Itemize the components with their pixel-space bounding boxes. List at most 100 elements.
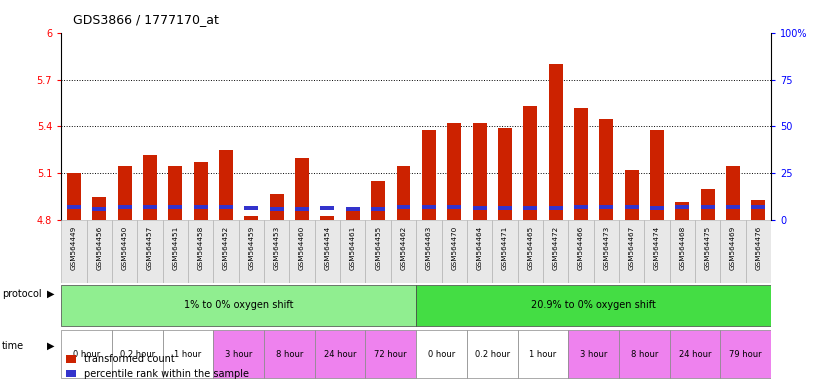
Bar [321,206,335,210]
Text: 20.9% to 0% oxygen shift: 20.9% to 0% oxygen shift [531,300,656,310]
Text: 0.2 hour: 0.2 hour [120,349,155,359]
Bar [523,106,537,220]
Bar [193,162,207,220]
FancyBboxPatch shape [162,330,213,378]
Text: 3 hour: 3 hour [580,349,607,359]
Bar [422,129,436,220]
Text: GSM564468: GSM564468 [680,225,685,270]
Text: GSM564463: GSM564463 [426,225,432,270]
FancyBboxPatch shape [543,220,568,283]
Text: GSM564469: GSM564469 [730,225,736,270]
Bar [244,206,259,210]
FancyBboxPatch shape [61,220,86,283]
Bar [244,215,259,220]
Text: GDS3866 / 1777170_at: GDS3866 / 1777170_at [73,13,220,26]
Text: GSM564472: GSM564472 [552,225,559,270]
FancyBboxPatch shape [61,285,416,326]
Bar [447,123,461,220]
Bar [397,166,410,220]
FancyBboxPatch shape [568,220,593,283]
FancyBboxPatch shape [492,220,517,283]
Bar [625,170,639,220]
Text: 72 hour: 72 hour [375,349,407,359]
Text: GSM564462: GSM564462 [401,225,406,270]
FancyBboxPatch shape [416,285,771,326]
Bar [498,128,512,220]
Bar [726,205,740,209]
Text: 24 hour: 24 hour [679,349,712,359]
Text: 24 hour: 24 hour [324,349,357,359]
FancyBboxPatch shape [467,220,492,283]
FancyBboxPatch shape [61,330,112,378]
FancyBboxPatch shape [619,330,670,378]
Bar [599,205,614,209]
Text: GSM564456: GSM564456 [96,225,102,270]
FancyBboxPatch shape [315,330,366,378]
Bar [574,205,588,209]
Text: GSM564457: GSM564457 [147,225,153,270]
Bar [472,206,486,210]
FancyBboxPatch shape [670,330,721,378]
Bar [270,194,284,220]
Text: GSM564470: GSM564470 [451,225,457,270]
Bar [498,206,512,210]
Text: GSM564449: GSM564449 [71,225,77,270]
Bar [625,205,639,209]
Text: 0.2 hour: 0.2 hour [475,349,510,359]
Bar [574,108,588,220]
FancyBboxPatch shape [721,330,771,378]
Bar [193,205,207,209]
Bar [752,205,765,209]
FancyBboxPatch shape [391,220,416,283]
FancyBboxPatch shape [112,220,137,283]
Bar [701,189,715,220]
FancyBboxPatch shape [137,220,162,283]
FancyBboxPatch shape [112,330,162,378]
Bar [447,205,461,209]
Bar [548,206,562,210]
Text: GSM564453: GSM564453 [273,225,280,270]
Bar [371,181,385,220]
Text: 3 hour: 3 hour [225,349,252,359]
Text: GSM564465: GSM564465 [527,225,533,270]
Bar [295,158,309,220]
FancyBboxPatch shape [86,220,112,283]
Text: 0 hour: 0 hour [428,349,455,359]
FancyBboxPatch shape [416,220,441,283]
FancyBboxPatch shape [517,220,543,283]
Text: GSM564464: GSM564464 [477,225,482,270]
Bar [346,209,360,220]
Bar [92,197,106,220]
Text: 79 hour: 79 hour [730,349,762,359]
FancyBboxPatch shape [264,330,315,378]
Text: GSM564474: GSM564474 [654,225,660,270]
Text: GSM564471: GSM564471 [502,225,508,270]
Bar [752,200,765,220]
Bar [67,174,81,220]
Legend: transformed count, percentile rank within the sample: transformed count, percentile rank withi… [66,354,249,379]
Text: GSM564467: GSM564467 [628,225,635,270]
Bar [346,207,360,211]
Bar [118,166,131,220]
Text: GSM564451: GSM564451 [172,225,178,270]
FancyBboxPatch shape [188,220,213,283]
FancyBboxPatch shape [162,220,188,283]
FancyBboxPatch shape [416,330,467,378]
Bar [650,206,664,210]
Text: GSM564455: GSM564455 [375,225,381,270]
Bar [397,205,410,209]
Text: 1 hour: 1 hour [530,349,557,359]
Bar [168,205,182,209]
FancyBboxPatch shape [238,220,264,283]
FancyBboxPatch shape [366,330,416,378]
Bar [548,64,562,220]
Text: 1 hour: 1 hour [175,349,202,359]
Text: GSM564450: GSM564450 [122,225,127,270]
Text: 1% to 0% oxygen shift: 1% to 0% oxygen shift [184,300,294,310]
Bar [472,123,486,220]
FancyBboxPatch shape [340,220,366,283]
Text: GSM564476: GSM564476 [756,225,761,270]
Text: GSM564458: GSM564458 [197,225,204,270]
Bar [143,205,157,209]
FancyBboxPatch shape [213,220,238,283]
